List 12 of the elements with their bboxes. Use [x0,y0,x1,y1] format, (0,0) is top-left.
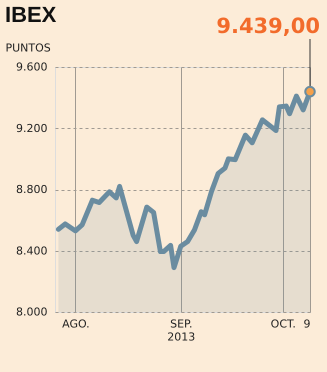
y-tick-label: 8.400 [16,244,48,258]
y-axis-title: PUNTOS [6,42,51,54]
y-tick-label: 8.800 [16,183,48,196]
x-tick-label: AGO. [62,318,90,330]
y-tick-label: 8.000 [16,306,48,318]
x-tick-label: OCT. [270,318,296,330]
x-tick-label: 9 [304,318,310,330]
y-tick-label: 9.200 [16,122,48,135]
chart-title: IBEX [5,2,57,27]
x-tick-label: SEP. 2013 [167,318,196,344]
y-tick-label: 9.600 [16,60,48,74]
annotation: 9.439,00 [216,14,320,38]
